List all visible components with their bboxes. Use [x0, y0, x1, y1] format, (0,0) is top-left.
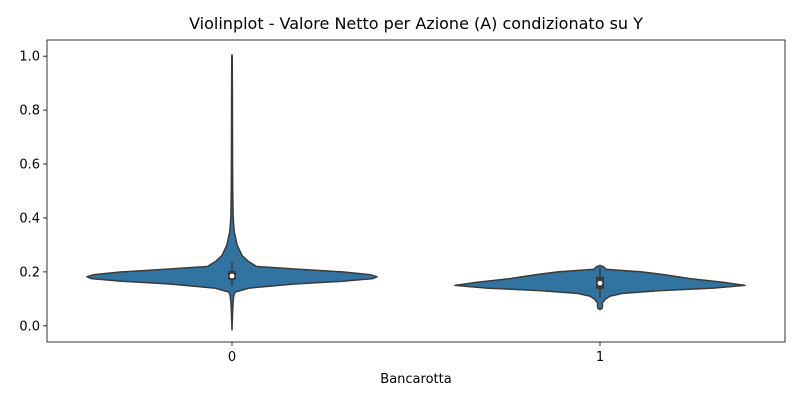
y-tick-label: 0.8 [19, 104, 40, 119]
median-marker-1 [597, 280, 603, 286]
y-tick-label: 0.0 [19, 319, 40, 334]
y-tick-label: 0.2 [19, 265, 40, 280]
median-marker-0 [229, 273, 235, 279]
plot-area: 0.0 0.2 0.4 0.6 0.8 1.0 0 1 [19, 39, 786, 365]
y-tick-label: 0.4 [19, 211, 40, 226]
x-axis-label: Bancarotta [380, 372, 451, 387]
chart-title: Violinplot - Valore Netto per Azione (A)… [189, 14, 643, 33]
x-tick-label: 1 [596, 350, 604, 365]
y-tick-label: 0.6 [19, 158, 40, 173]
y-tick-label: 1.0 [19, 50, 40, 65]
x-tick-label: 0 [228, 350, 236, 365]
violin-0 [86, 54, 378, 331]
axes-frame [46, 39, 786, 343]
